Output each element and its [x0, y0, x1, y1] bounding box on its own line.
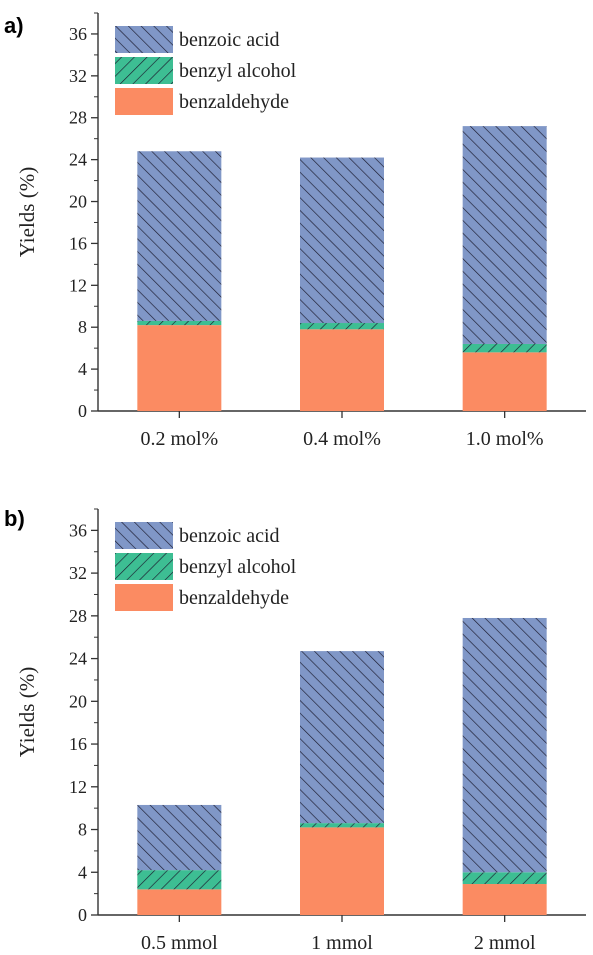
y-tick-label: 4	[78, 862, 87, 882]
x-tick-label: 1.0 mol%	[466, 428, 544, 450]
legend-swatch-benzoic-acid	[115, 522, 173, 549]
bar-benzoic-acid-2-mmol	[462, 617, 547, 873]
bar-benzaldehyde-1-0-mol	[462, 352, 547, 411]
bar-benzoic-acid-1-0-mol	[462, 126, 547, 344]
bar-benzaldehyde-0-4-mol	[300, 329, 384, 411]
y-tick-label: 20	[69, 691, 87, 711]
y-tick-label: 12	[69, 275, 87, 295]
chart-a-svg: a) 0 4 8 12 16 20 24 28 32 36 Yields (%) 0.2 mol% 0.4…	[4, 12, 586, 450]
x-tick-label: 0.5 mmol	[141, 932, 218, 954]
bar-benzaldehyde-0-2-mol	[137, 325, 222, 411]
chart-panel-b: b) 0 4 8 12 16 20 24 28 32 36 Yields (%) 0.5 mmol 1 m…	[0, 490, 593, 955]
legend-label-benzaldehyde: benzaldehyde	[179, 91, 289, 113]
y-tick-label: 4	[78, 359, 87, 379]
y-tick-label: 16	[69, 734, 87, 754]
legend-label-benzaldehyde: benzaldehyde	[179, 587, 289, 609]
legend-swatch-benzaldehyde	[115, 584, 173, 611]
bar-benzaldehyde-2-mmol	[462, 884, 547, 915]
legend-swatch-benzyl-alcohol	[115, 57, 173, 84]
bar-benzaldehyde-0-5-mmol	[137, 889, 222, 915]
chart-panel-a: a) 0 4 8 12 16 20 24 28 32 36 Yields (%) 0.2 mol% 0.4…	[0, 0, 593, 470]
bar-benzyl-alcohol-2-mmol	[462, 872, 547, 885]
bar-benzyl-alcohol-1-mmol	[300, 823, 384, 828]
y-tick-label: 24	[69, 150, 87, 170]
legend-swatch-benzyl-alcohol	[115, 553, 173, 580]
bar-benzaldehyde-1-mmol	[300, 827, 384, 915]
legend-label-benzyl-alcohol: benzyl alcohol	[179, 60, 297, 82]
y-axis-title: Yields (%)	[15, 667, 39, 757]
panel-label: a)	[4, 13, 24, 38]
x-tick-label: 2 mmol	[474, 932, 536, 954]
y-tick-label: 0	[78, 401, 87, 421]
y-tick-label: 8	[78, 820, 87, 840]
bar-benzoic-acid-0-5-mmol	[137, 804, 222, 871]
legend-swatch-benzoic-acid	[115, 26, 173, 53]
y-tick-label: 24	[69, 649, 87, 669]
y-tick-label: 32	[69, 563, 87, 583]
bar-benzoic-acid-0-2-mol	[137, 151, 222, 321]
y-axis-title: Yields (%)	[15, 167, 39, 257]
bar-benzyl-alcohol-0-2-mol	[137, 320, 222, 326]
legend-label-benzoic-acid: benzoic acid	[179, 525, 280, 547]
x-tick-label: 1 mmol	[311, 932, 373, 954]
y-tick-label: 20	[69, 192, 87, 212]
bar-benzoic-acid-1-mmol	[300, 651, 384, 824]
y-tick-label: 28	[69, 108, 87, 128]
panel-label: b)	[4, 506, 25, 531]
y-tick-label: 28	[69, 606, 87, 626]
legend-label-benzoic-acid: benzoic acid	[179, 29, 280, 51]
chart-b-svg: b) 0 4 8 12 16 20 24 28 32 36 Yields (%) 0.5 mmol 1 m…	[4, 506, 586, 954]
y-tick-label: 16	[69, 233, 87, 253]
bar-benzyl-alcohol-0-5-mmol	[137, 870, 222, 890]
y-tick-label: 36	[69, 24, 87, 44]
x-tick-label: 0.4 mol%	[303, 428, 381, 450]
y-tick-label: 36	[69, 520, 87, 540]
bar-benzyl-alcohol-1-0-mol	[462, 343, 547, 353]
legend-label-benzyl-alcohol: benzyl alcohol	[179, 556, 297, 578]
y-tick-label: 12	[69, 777, 87, 797]
legend-swatch-benzaldehyde	[115, 88, 173, 115]
bar-benzyl-alcohol-0-4-mol	[300, 323, 384, 330]
bar-benzoic-acid-0-4-mol	[300, 157, 384, 324]
y-tick-label: 0	[78, 905, 87, 925]
y-tick-label: 8	[78, 317, 87, 337]
y-tick-label: 32	[69, 66, 87, 86]
x-tick-label: 0.2 mol%	[140, 428, 218, 450]
